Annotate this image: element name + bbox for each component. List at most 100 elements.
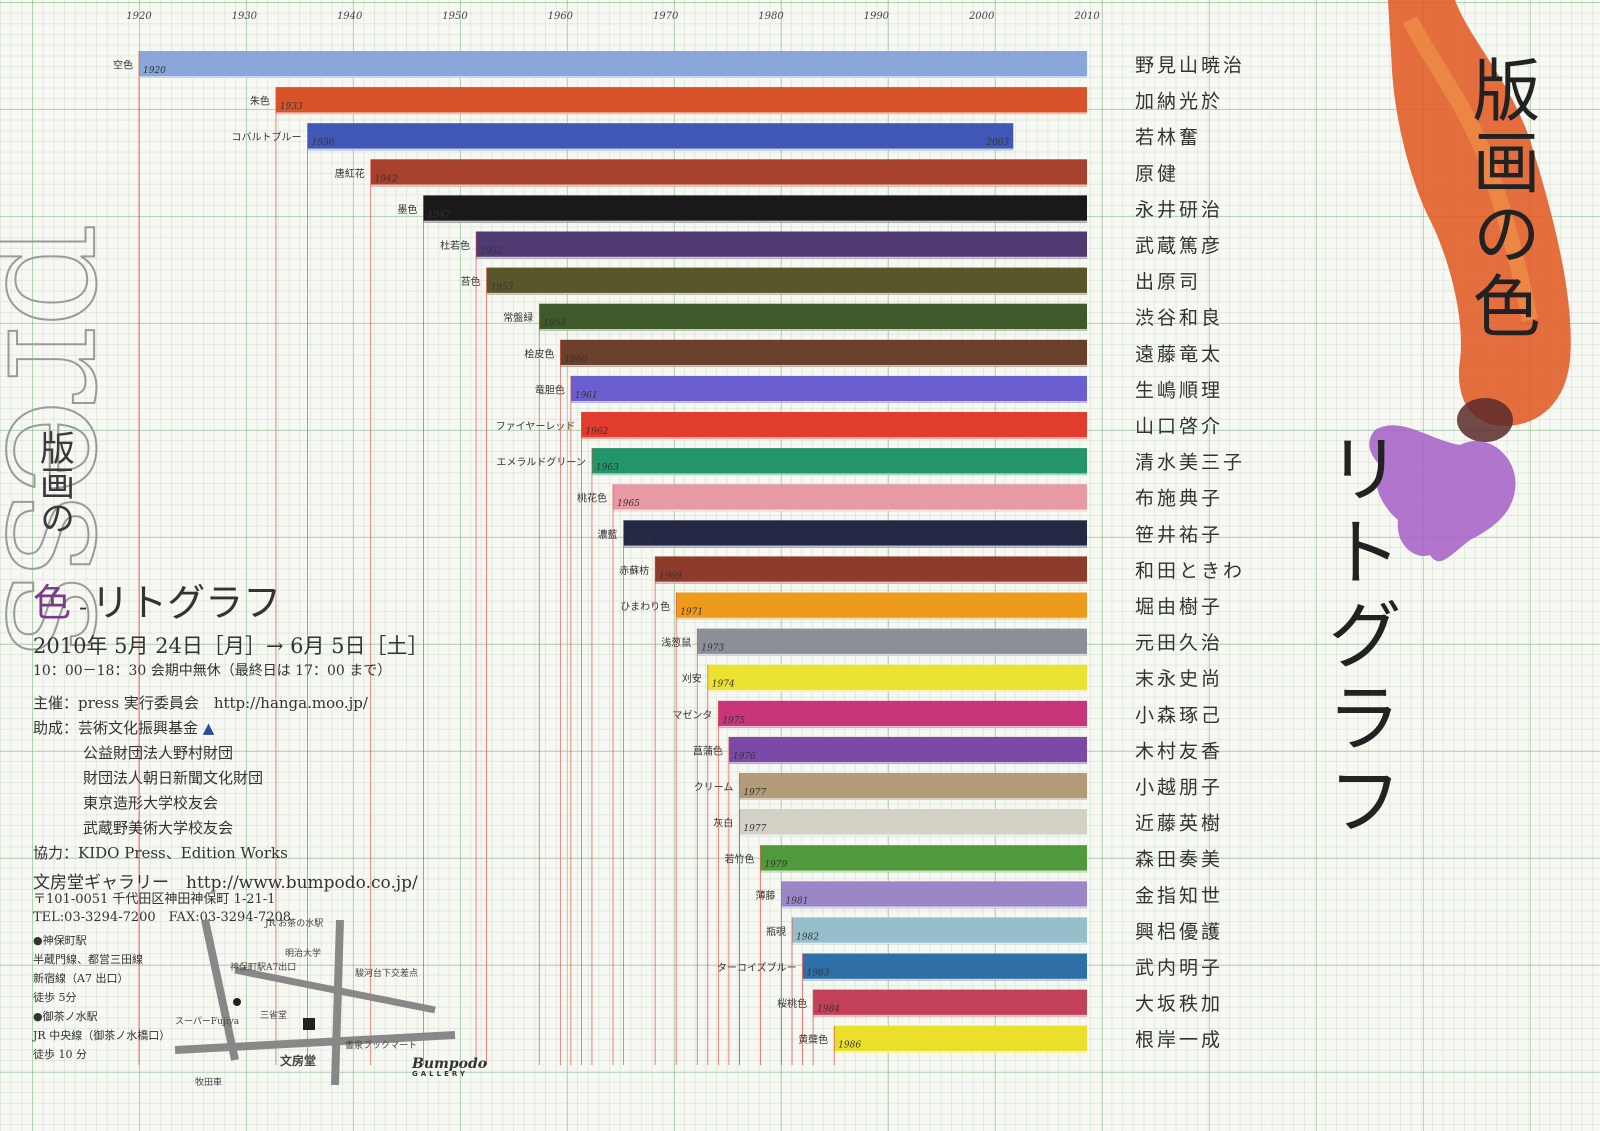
bar-start-year: 1963 xyxy=(596,463,619,473)
map-label: JR お茶の水駅 xyxy=(265,919,324,929)
artist-name: 小森琢己 xyxy=(1135,704,1223,726)
map-label: 牧田車 xyxy=(195,1078,223,1088)
artist-name: 大坂秩加 xyxy=(1135,993,1223,1015)
access-line: ●御茶ノ水駅 xyxy=(33,1010,98,1023)
artist-name: 加納光於 xyxy=(1135,91,1223,113)
bar-start-year: 1952 xyxy=(480,247,503,257)
subtitle-rest: リトグラフ xyxy=(91,581,282,625)
bar-start-year: 1976 xyxy=(733,752,756,762)
bar-start-year: 1973 xyxy=(701,644,724,654)
map-roads xyxy=(174,919,456,1086)
artist-name: 若林奮 xyxy=(1135,127,1201,149)
access-line: 徒歩 5分 xyxy=(33,991,77,1004)
color-name-label: クリーム xyxy=(694,782,734,794)
artist-name: 小越朋子 xyxy=(1135,777,1223,799)
artist-name: 森田奏美 xyxy=(1135,849,1223,871)
artist-name: 渋谷和良 xyxy=(1135,307,1223,329)
bar-start-year: 1947 xyxy=(427,210,450,220)
bar-start-year: 1958 xyxy=(543,319,566,329)
artist-name: 遠藤竜太 xyxy=(1135,343,1223,365)
color-name-label: 常盤緑 xyxy=(503,311,533,324)
artist-name: 笹井祐子 xyxy=(1135,524,1223,546)
color-bar xyxy=(792,917,1087,945)
artist-names: 野見山暁治加納光於若林奮原健永井研治武蔵篤彦出原司渋谷和良遠藤竜太生嶋順理山口啓… xyxy=(1135,55,1245,1052)
bar-start-year: 1942 xyxy=(375,174,398,184)
artist-name: 末永史尚 xyxy=(1135,668,1223,690)
arts-fund-icon: ▲ xyxy=(202,719,215,737)
map-label: 明治大学 xyxy=(285,949,322,959)
access-line: JR 中央線（御茶ノ水橋口） xyxy=(33,1029,171,1042)
artist-name: 元田久治 xyxy=(1135,632,1223,654)
color-bar xyxy=(718,700,1087,728)
color-bar xyxy=(802,953,1087,981)
supporter-item: 公益財団法人野村財団 xyxy=(83,744,234,762)
map-label: 駿河台下交差点 xyxy=(355,969,419,979)
color-name-label: 朱色 xyxy=(250,95,270,108)
start-year-lines xyxy=(138,51,835,1065)
bar-start-year: 1983 xyxy=(807,969,830,979)
color-name-label: 空色 xyxy=(113,59,133,72)
color-bar xyxy=(697,628,1087,656)
exhibition-hours: 10：00－18：30 会期中無休（最終日は 17：00 まで） xyxy=(33,663,392,679)
color-name-label: 竜胆色 xyxy=(535,383,565,396)
color-bar xyxy=(739,773,1087,800)
bar-start-year: 1981 xyxy=(786,896,809,906)
color-bar xyxy=(486,267,1088,295)
x-tick-label: 2010 xyxy=(1073,11,1100,22)
color-name-label: コバルトブルー xyxy=(232,131,302,144)
x-tick-label: 1980 xyxy=(758,11,784,22)
subtitle-dash: - xyxy=(79,592,88,621)
color-name-label: ターコイズブルー xyxy=(717,961,797,974)
color-bar xyxy=(739,809,1087,837)
bar-start-year: 1920 xyxy=(143,66,166,76)
supporter-item: 武蔵野美術大学校友会 xyxy=(83,819,234,837)
main-title-lithograph: リトグラフ xyxy=(1314,430,1402,845)
artist-name: 出原司 xyxy=(1135,271,1201,293)
bar-start-year: 1933 xyxy=(280,102,303,112)
bar-start-year: 1979 xyxy=(764,860,787,870)
color-bar xyxy=(728,736,1087,764)
artist-name: 根岸一成 xyxy=(1135,1029,1223,1051)
color-bar xyxy=(834,1025,1087,1053)
color-name-label: 薄藤 xyxy=(756,889,776,902)
color-name-label: エメラルドグリーン xyxy=(496,456,586,469)
x-axis-ticks: 1920 1930 1940 1950 1960 1970 1980 1990 2000 2010 xyxy=(126,11,1100,22)
color-bar xyxy=(476,231,1088,259)
access-line: 新宿線（A7 出口） xyxy=(33,972,129,985)
dark-paint-spot xyxy=(1457,398,1513,442)
bar-start-year: 1977 xyxy=(743,788,766,798)
supporter-item: 東京造形大学校友会 xyxy=(83,794,219,812)
map-label: スーパーFujiya xyxy=(175,1017,240,1027)
support-label: 助成：芸術文化振興基金 ▲ xyxy=(33,717,214,738)
color-bar xyxy=(539,303,1087,331)
artist-name: 堀由樹子 xyxy=(1135,596,1223,618)
color-name-label: ファイヤーレッド xyxy=(496,422,576,433)
supporter-item: 財団法人朝日新聞文化財団 xyxy=(83,769,264,787)
color-name-label: 苔色 xyxy=(461,275,481,288)
artist-name: 和田ときわ xyxy=(1135,560,1245,582)
artist-name: 武蔵篤彦 xyxy=(1135,235,1223,257)
small-vertical-title: 版画の xyxy=(34,430,74,535)
color-bar xyxy=(813,989,1087,1017)
gallery-name: 文房堂ギャラリー http://www.bumpodo.co.jp/ xyxy=(33,873,418,893)
bar-start-year: 1984 xyxy=(817,1005,840,1015)
x-tick-label: 2000 xyxy=(968,11,995,22)
x-tick-label: 1930 xyxy=(232,11,258,22)
bar-start-year: 1960 xyxy=(564,355,587,365)
x-tick-label: 1950 xyxy=(442,11,468,22)
artist-name: 木村友香 xyxy=(1135,740,1223,762)
organizer: 主催：press 実行委員会 http://hanga.moo.jp/ xyxy=(33,694,368,712)
access-line: 半蔵門線、都営三田線 xyxy=(33,953,143,966)
color-bar xyxy=(423,195,1087,223)
bar-start-year: 1969 xyxy=(659,571,682,581)
artist-name: 原健 xyxy=(1135,163,1179,185)
color-name-label: マゼンタ xyxy=(672,709,712,721)
gallery-tel: TEL:03-3294-7200 FAX:03-3294-7208 xyxy=(33,910,292,925)
artist-name: 清水美三子 xyxy=(1135,452,1245,474)
artist-name: 永井研治 xyxy=(1135,199,1223,221)
color-bar xyxy=(781,881,1087,909)
color-bar xyxy=(307,123,1014,151)
artist-name: 武内明子 xyxy=(1135,957,1223,979)
color-bar xyxy=(275,87,1087,115)
